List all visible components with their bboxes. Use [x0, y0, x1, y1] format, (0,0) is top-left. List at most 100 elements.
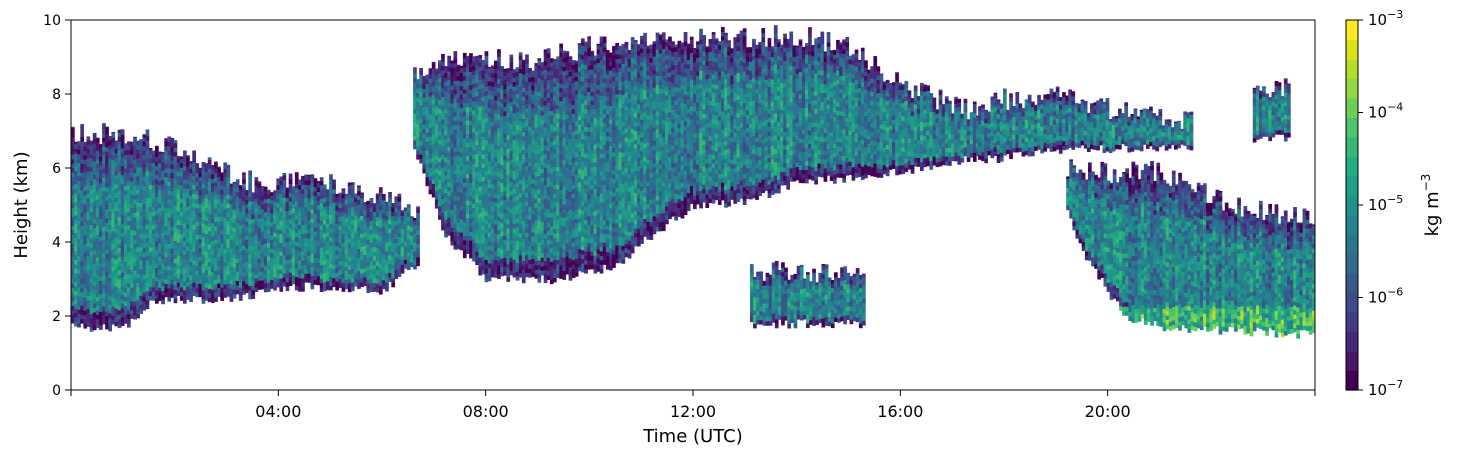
heatmap-cell — [357, 186, 361, 192]
heatmap-cell — [158, 251, 162, 257]
heatmap-cell — [142, 230, 147, 235]
heatmap-cell — [394, 207, 399, 213]
heatmap-cell — [444, 68, 448, 74]
heatmap-cell — [319, 184, 324, 190]
heatmap-cell — [369, 273, 374, 279]
heatmap-cell — [170, 239, 175, 245]
heatmap-cell — [102, 212, 106, 218]
heatmap-cell — [217, 211, 221, 217]
heatmap-cell — [434, 88, 439, 94]
heatmap-cell — [525, 139, 529, 144]
heatmap-cell — [291, 208, 296, 214]
heatmap-cell — [279, 189, 284, 195]
heatmap-cell — [105, 244, 109, 250]
heatmap-cell — [450, 200, 455, 206]
heatmap-cell — [195, 265, 200, 271]
heatmap-cell — [372, 233, 377, 239]
heatmap-cell — [86, 144, 91, 150]
heatmap-cell — [425, 105, 430, 111]
heatmap-cell — [151, 237, 156, 243]
heatmap-cell — [80, 274, 84, 280]
heatmap-cell — [525, 267, 529, 273]
heatmap-cell — [515, 173, 520, 179]
heatmap-cell — [466, 93, 470, 99]
heatmap-cell — [366, 288, 371, 293]
heatmap-cell — [344, 208, 349, 214]
heatmap-cell — [179, 246, 184, 252]
heatmap-cell — [431, 134, 436, 140]
heatmap-cell — [347, 202, 352, 208]
heatmap-cell — [391, 229, 395, 234]
heatmap-cell — [316, 262, 321, 268]
heatmap-cell — [394, 225, 399, 231]
heatmap-cell — [459, 161, 464, 166]
heatmap-cell — [475, 228, 479, 234]
heatmap-cell — [226, 238, 231, 244]
heatmap-cell — [263, 274, 268, 279]
heatmap-cell — [518, 232, 523, 238]
heatmap-cell — [74, 201, 78, 207]
heatmap-cell — [521, 269, 526, 275]
heatmap-cell — [335, 241, 339, 247]
heatmap-cell — [528, 188, 532, 194]
heatmap-cell — [155, 223, 159, 229]
heatmap-cell — [425, 74, 430, 80]
heatmap-cell — [220, 251, 224, 257]
heatmap-cell — [509, 252, 514, 258]
heatmap-cell — [99, 271, 103, 277]
heatmap-cell — [276, 206, 280, 212]
heatmap-cell — [363, 223, 367, 229]
heatmap-cell — [201, 227, 206, 233]
heatmap-cell — [431, 81, 436, 87]
heatmap-cell — [133, 234, 137, 240]
heatmap-cell — [158, 189, 162, 195]
heatmap-cell — [86, 162, 91, 168]
heatmap-cell — [86, 268, 91, 274]
heatmap-cell — [521, 140, 526, 146]
heatmap-cell — [251, 192, 256, 197]
heatmap-cell — [441, 189, 445, 195]
heatmap-cell — [95, 154, 100, 160]
heatmap-cell — [114, 197, 119, 202]
heatmap-cell — [350, 281, 355, 287]
heatmap-cell — [509, 168, 514, 174]
heatmap-cell — [484, 121, 489, 127]
heatmap-cell — [133, 221, 137, 227]
heatmap-cell — [186, 290, 190, 296]
heatmap-cell — [145, 206, 150, 212]
heatmap-cell — [444, 174, 448, 180]
heatmap-cell — [92, 280, 97, 286]
heatmap-cell — [186, 268, 190, 274]
heatmap-cell — [86, 281, 91, 287]
heatmap-cell — [478, 203, 483, 209]
heatmap-cell — [123, 212, 128, 218]
heatmap-cell — [469, 62, 473, 68]
heatmap-cell — [475, 100, 479, 106]
heatmap-cell — [161, 205, 165, 211]
heatmap-cell — [276, 229, 280, 235]
heatmap-cell — [484, 197, 489, 203]
heatmap-cell — [456, 244, 461, 250]
heatmap-cell — [74, 179, 78, 185]
heatmap-cell — [108, 304, 112, 310]
heatmap-cell — [394, 260, 399, 266]
heatmap-cell — [201, 236, 206, 242]
heatmap-cell — [211, 289, 215, 295]
heatmap-cell — [130, 287, 134, 293]
heatmap-cell — [316, 253, 321, 259]
heatmap-cell — [195, 292, 200, 298]
heatmap-cell — [378, 227, 383, 233]
heatmap-cell — [114, 210, 119, 216]
heatmap-cell — [92, 263, 97, 269]
heatmap-cell — [422, 84, 427, 89]
heatmap-cell — [487, 218, 492, 224]
heatmap-cell — [469, 67, 473, 72]
heatmap-cell — [167, 221, 172, 227]
heatmap-cell — [472, 216, 476, 222]
heatmap-cell — [161, 223, 165, 229]
heatmap-cell — [490, 143, 495, 149]
heatmap-cell — [201, 201, 206, 207]
heatmap-cell — [497, 74, 501, 80]
heatmap-cell — [410, 217, 414, 223]
heatmap-cell — [151, 175, 156, 181]
